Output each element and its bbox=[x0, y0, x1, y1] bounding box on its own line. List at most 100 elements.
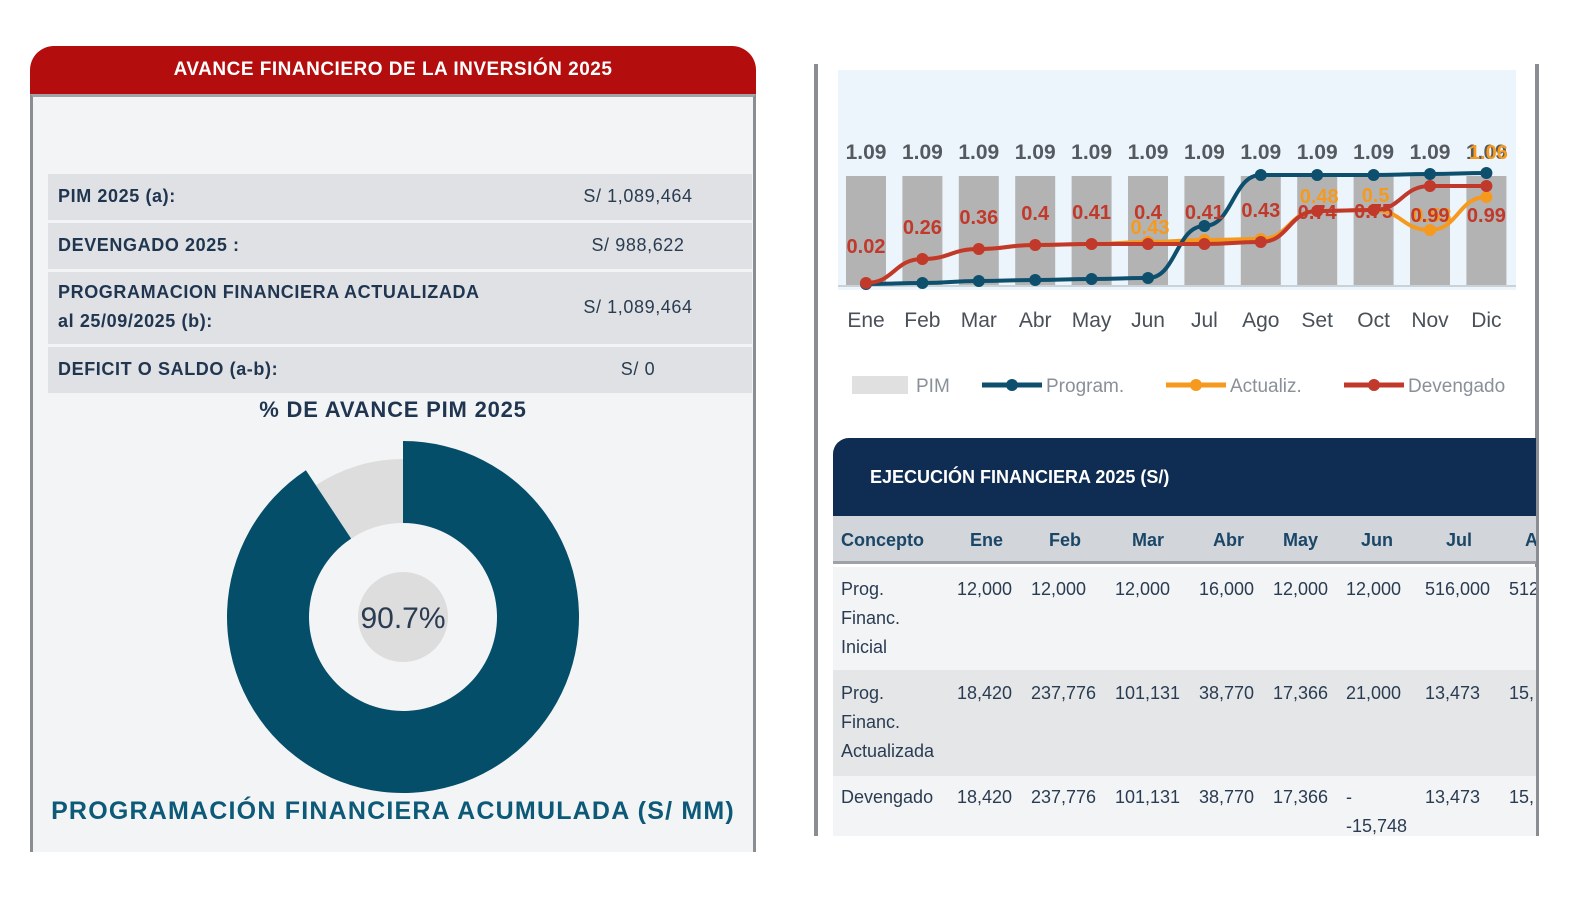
series-point-devengado bbox=[1367, 204, 1380, 216]
cell-abr: 16,000 bbox=[1199, 579, 1255, 599]
devengado-label: DEVENGADO 2025 : bbox=[58, 235, 240, 255]
legend-label-program: Program. bbox=[1046, 376, 1124, 397]
cell-feb: 237,776 bbox=[1031, 683, 1097, 703]
series-point-devengado bbox=[1254, 236, 1267, 248]
series-point-devengado bbox=[1142, 238, 1154, 250]
row-concept-line2: Financ. bbox=[841, 712, 901, 732]
cell-ago: 15, bbox=[1509, 683, 1535, 703]
devengado-data-label: 0.75 bbox=[1354, 201, 1393, 223]
x-tick-label: Dic bbox=[1471, 309, 1501, 332]
right-panel-border-left bbox=[814, 64, 818, 836]
col-jun: Jun bbox=[1361, 530, 1394, 550]
actualiz-data-label: 0.48 bbox=[1300, 186, 1339, 208]
cell-may: 17,366 bbox=[1273, 787, 1329, 807]
programacion-label-line1: PROGRAMACION FINANCIERA ACTUALIZADA bbox=[58, 282, 480, 302]
pim-bar-label: 1.09 bbox=[1071, 141, 1112, 164]
x-tick-label: Mar bbox=[961, 309, 997, 332]
series-point-program bbox=[1367, 169, 1380, 181]
cell-mar: 12,000 bbox=[1115, 579, 1171, 599]
pim-bar-label: 1.09 bbox=[1466, 141, 1507, 164]
devengado-data-label: 0.41 bbox=[1185, 202, 1224, 224]
series-point-devengado bbox=[1085, 238, 1098, 250]
devengado-data-label: 0.26 bbox=[903, 217, 942, 239]
series-point-program bbox=[1311, 169, 1324, 181]
series-point-devengado bbox=[1480, 180, 1493, 192]
panel-body: PIM 2025 (a): S/ 1,089,464 DEVENGADO 202… bbox=[30, 94, 756, 852]
row-concept-line1: Prog. bbox=[841, 579, 885, 599]
row-concept: Devengado bbox=[841, 787, 934, 807]
panel-header: AVANCE FINANCIERO DE LA INVERSIÓN 2025 bbox=[30, 46, 756, 94]
donut-center-circle bbox=[358, 572, 448, 662]
pim-bar-may bbox=[1071, 176, 1112, 285]
col-may: May bbox=[1283, 530, 1319, 550]
legend-label-devengado: Devengado bbox=[1408, 376, 1505, 397]
series-point-actualiz bbox=[1424, 224, 1436, 236]
legend-marker-actualiz bbox=[1190, 379, 1202, 391]
series-point-devengado bbox=[1029, 239, 1042, 251]
series-line-devengado bbox=[865, 184, 1487, 285]
legend-swatch-pim bbox=[852, 376, 908, 394]
pim-bar-set bbox=[1297, 176, 1338, 285]
x-tick-label: Feb bbox=[904, 309, 940, 332]
cell-jun: 21,000 bbox=[1346, 683, 1402, 703]
cell-feb: 12,000 bbox=[1031, 579, 1087, 599]
x-tick-label: May bbox=[1072, 309, 1112, 332]
donut-title: % DE AVANCE PIM 2025 bbox=[259, 397, 527, 422]
actualiz-data-label: 0.5 bbox=[1362, 185, 1390, 207]
actualiz-data-label: 1.06 bbox=[1469, 142, 1508, 164]
col-abr: Abr bbox=[1213, 530, 1244, 550]
table-row: Prog. Financ. Actualizada 18,420 237,776… bbox=[833, 670, 1536, 776]
right-panel-border-right bbox=[1535, 64, 1539, 836]
pim-bar-label: 1.09 bbox=[1184, 141, 1225, 164]
deficit-value: S/ 0 bbox=[620, 359, 656, 379]
x-tick-label: Nov bbox=[1411, 309, 1449, 332]
x-tick-label: Ago bbox=[1242, 309, 1279, 332]
col-ago-partial: A bbox=[1525, 530, 1536, 550]
x-tick-label: Set bbox=[1301, 309, 1333, 332]
cell-mar: 101,131 bbox=[1115, 683, 1181, 703]
series-point-program bbox=[1142, 272, 1154, 284]
cell-ago: 512 bbox=[1509, 579, 1536, 599]
devengado-data-label: 0.99 bbox=[1411, 205, 1450, 227]
devengado-data-label: 0.02 bbox=[847, 236, 886, 258]
actualiz-data-label: 0.53 bbox=[1413, 205, 1452, 227]
x-tick-label: Ene bbox=[847, 309, 884, 332]
pim-bar-ene bbox=[846, 176, 886, 285]
pim-bar-oct bbox=[1353, 176, 1394, 285]
series-point-actualiz bbox=[1480, 191, 1493, 203]
legend-marker-program bbox=[1006, 379, 1018, 391]
col-ene: Ene bbox=[970, 530, 1004, 550]
series-point-program bbox=[1254, 169, 1267, 181]
cell-jun: 12,000 bbox=[1346, 579, 1402, 599]
pim-bar-label: 1.09 bbox=[1240, 141, 1281, 164]
series-point-program bbox=[1198, 220, 1211, 232]
pim-row: PIM 2025 (a): S/ 1,089,464 bbox=[48, 174, 752, 220]
col-mar: Mar bbox=[1132, 530, 1165, 550]
series-point-program bbox=[972, 275, 985, 287]
pim-bar-mar bbox=[958, 176, 999, 285]
devengado-data-label: 0.43 bbox=[1241, 200, 1280, 222]
devengado-data-label: 0.4 bbox=[1134, 202, 1163, 224]
programacion-value: S/ 1,089,464 bbox=[583, 297, 693, 317]
donut-center-value: 90.7% bbox=[360, 602, 445, 635]
pim-bar-jun bbox=[1128, 176, 1168, 285]
col-jul: Jul bbox=[1446, 530, 1473, 550]
cell-jun-second-line: -15,748 bbox=[1346, 816, 1408, 836]
pim-bar-label: 1.09 bbox=[958, 141, 999, 164]
series-point-devengado bbox=[1311, 205, 1324, 217]
cell-may: 12,000 bbox=[1273, 579, 1329, 599]
table-row: Devengado 18,420 237,776 101,131 38,770 … bbox=[833, 776, 1536, 836]
series-point-program bbox=[1029, 274, 1042, 286]
execution-table: Concepto Ene Feb Mar Abr May Jun Jul A P… bbox=[833, 516, 1536, 836]
x-tick-label: Jun bbox=[1131, 309, 1165, 332]
cell-may: 17,366 bbox=[1273, 683, 1329, 703]
table-row: Prog. Financ. Inicial 12,000 12,000 12,0… bbox=[833, 567, 1536, 670]
pim-bar-label: 1.09 bbox=[846, 141, 887, 164]
actualiz-data-label: 0.43 bbox=[1131, 217, 1170, 239]
devengado-data-label: 0.36 bbox=[959, 207, 998, 229]
programacion-label-line2: al 25/09/2025 (b): bbox=[58, 311, 213, 331]
cell-jul: 13,473 bbox=[1425, 683, 1481, 703]
row-concept-line1: Prog. bbox=[841, 683, 885, 703]
series-point-program bbox=[916, 277, 929, 289]
deficit-label: DEFICIT O SALDO (a-b): bbox=[58, 359, 279, 379]
